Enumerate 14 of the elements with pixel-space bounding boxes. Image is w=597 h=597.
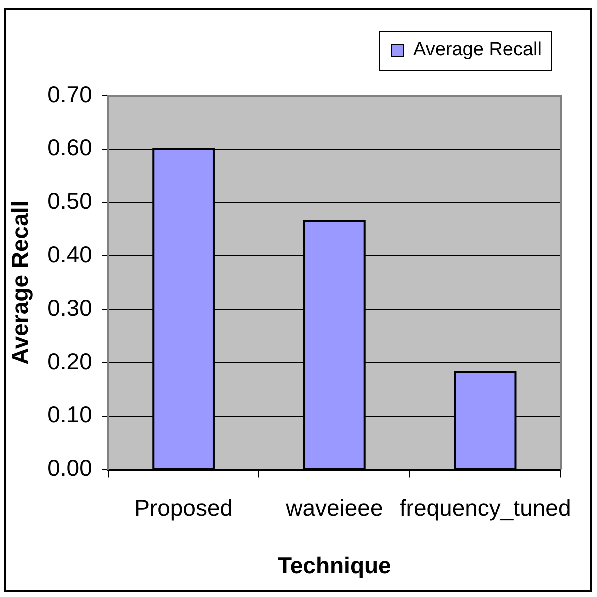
x-axis-title: Technique (278, 552, 392, 579)
legend-label: Average Recall (414, 40, 542, 61)
x-tick-label: waveieee (285, 494, 384, 521)
y-tick-label: 0.40 (48, 242, 92, 268)
y-tick-label: 0.30 (48, 294, 92, 321)
y-tick-label: 0.00 (48, 455, 92, 482)
x-tick-label: frequency_tuned (400, 494, 572, 521)
x-tick-label: Proposed (134, 494, 234, 521)
y-tick-label: 0.10 (48, 402, 92, 428)
y-tick-label: 0.70 (48, 81, 92, 108)
y-axis-title: Average Recall (7, 200, 34, 365)
y-tick-label: 0.60 (48, 134, 92, 161)
y-tick-label: 0.50 (48, 188, 92, 214)
y-tick-label: 0.20 (48, 348, 92, 374)
